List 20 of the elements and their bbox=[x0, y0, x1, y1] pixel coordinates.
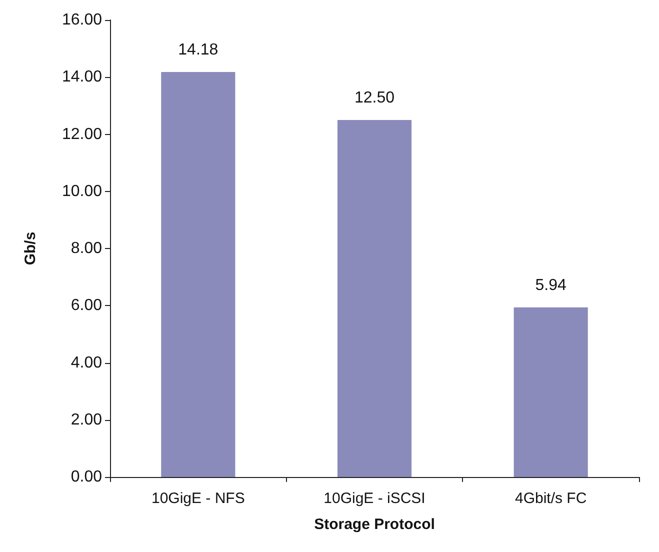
x-tick-label: 10GigE - iSCSI bbox=[324, 490, 426, 507]
x-tick-label: 10GigE - NFS bbox=[151, 490, 245, 507]
y-tick-label: 4.00 bbox=[70, 354, 102, 372]
data-label: 14.18 bbox=[178, 41, 218, 58]
y-tick-label: 6.00 bbox=[70, 297, 102, 314]
y-tick-label: 2.00 bbox=[70, 411, 102, 428]
x-tick-label: 4Gbit/s FC bbox=[514, 490, 587, 507]
data-label: 12.50 bbox=[354, 89, 395, 106]
y-tick-label: 10.00 bbox=[62, 182, 102, 200]
data-label: 5.94 bbox=[535, 276, 567, 294]
y-tick-label: 12.00 bbox=[62, 126, 102, 143]
bar bbox=[337, 120, 412, 477]
y-tick-label: 0.00 bbox=[70, 468, 102, 486]
bar bbox=[514, 307, 588, 477]
x-axis-title: Storage Protocol bbox=[314, 516, 435, 533]
y-tick-label: 14.00 bbox=[62, 68, 102, 86]
y-tick-label: 16.00 bbox=[62, 12, 102, 28]
y-axis-title: Gb/s bbox=[22, 232, 39, 266]
y-tick-label: 8.00 bbox=[70, 240, 102, 257]
bar bbox=[161, 72, 236, 477]
